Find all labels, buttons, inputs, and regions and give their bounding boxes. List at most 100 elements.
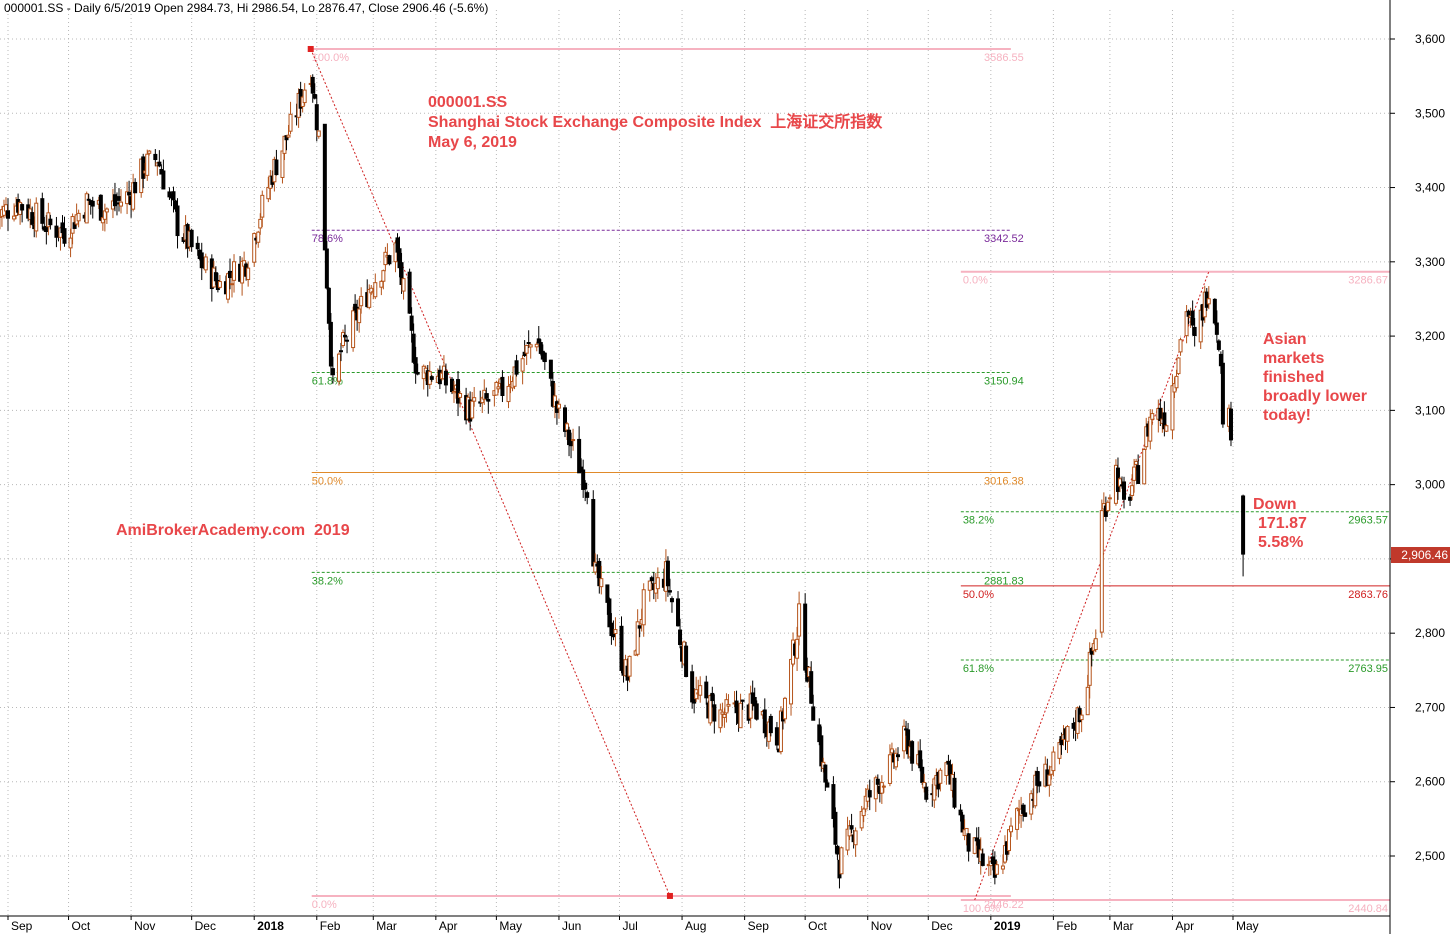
candle-body [1144, 426, 1149, 448]
candle-body [1150, 413, 1155, 420]
candle-body [413, 357, 418, 374]
candle-body [1023, 812, 1028, 817]
candle-body [147, 150, 152, 154]
candle-body [1103, 505, 1108, 517]
x-tick-label: 2019 [994, 919, 1021, 933]
candle-body [825, 782, 830, 788]
candle-body [861, 808, 866, 817]
candle-body [738, 702, 743, 729]
candle-body [167, 191, 172, 198]
candle-body [256, 231, 261, 243]
candle-layer [0, 74, 1246, 889]
fib-level-pct: 61.8% [312, 376, 343, 388]
candle-body [698, 685, 703, 696]
candle-body [534, 343, 539, 348]
x-tick-label: Jul [622, 919, 637, 933]
x-tick-label: May [499, 919, 522, 933]
down-percent: 5.58% [1258, 534, 1304, 551]
x-tick-label: Apr [439, 919, 458, 933]
candle-body [161, 170, 166, 190]
candle-body [980, 853, 985, 866]
candle-body [607, 598, 612, 628]
candle-body [1162, 412, 1167, 430]
candle-body [609, 622, 614, 637]
candle-body [302, 89, 307, 104]
candle-body [1105, 501, 1110, 512]
candle-body [665, 560, 670, 587]
candle-body [282, 135, 287, 154]
candle-body [127, 192, 132, 196]
candle-body [314, 104, 319, 131]
candle-body [835, 845, 840, 855]
candle-body [889, 748, 894, 754]
x-tick-label: Feb [1056, 919, 1077, 933]
candle-body [944, 762, 949, 777]
candle-body [708, 695, 713, 724]
candle-body [583, 482, 588, 490]
candle-body [958, 809, 963, 816]
candle-body [429, 376, 434, 380]
candle-body [720, 711, 725, 715]
candle-body [338, 350, 343, 353]
candle-body [1218, 353, 1223, 367]
candle-body [863, 795, 868, 810]
candle-body [86, 198, 91, 201]
candle-body [952, 777, 957, 808]
candle-body [526, 342, 531, 345]
candle-body [972, 837, 977, 854]
fib-level-pct: 61.8% [963, 663, 994, 675]
candle-body [1035, 771, 1040, 786]
candle-body [1057, 742, 1062, 759]
fib-level-value: 2446.22 [984, 899, 1024, 911]
candle-body [373, 282, 378, 298]
candle-body [833, 811, 838, 845]
candle-body [831, 784, 836, 819]
candle-body [669, 598, 674, 603]
candle-body [520, 358, 525, 372]
candle-body [795, 638, 800, 659]
candle-body [875, 778, 880, 785]
candle-body [496, 386, 501, 390]
candle-body [1206, 298, 1211, 305]
candle-body [593, 561, 598, 573]
candle-body [849, 825, 854, 830]
candle-body [754, 703, 759, 720]
candle-body [552, 395, 557, 407]
candle-body [157, 161, 162, 167]
candle-body [1085, 686, 1090, 716]
candle-body [1099, 510, 1104, 633]
market-note-line: finished [1263, 369, 1325, 386]
y-tick-label: 3,500 [1415, 106, 1445, 120]
candle-body [258, 218, 263, 229]
candle-body [484, 393, 489, 399]
candle-body [34, 202, 39, 232]
candle-body [1107, 497, 1112, 500]
candle-body [1093, 638, 1098, 651]
candle-body [964, 827, 969, 837]
candle-body [938, 769, 943, 784]
candle-body [994, 864, 999, 875]
candle-body [246, 267, 251, 281]
market-note-line: markets [1263, 350, 1325, 367]
candle-body [153, 153, 158, 161]
x-tick-label: Sep [748, 919, 770, 933]
candle-body [803, 603, 808, 671]
candle-body [641, 589, 646, 626]
candle-body [119, 201, 124, 207]
candle-body [811, 706, 816, 721]
candle-body [1198, 309, 1203, 343]
candle-body [879, 782, 884, 794]
last-candle-body [1241, 495, 1246, 555]
fib-level-value: 3016.38 [984, 475, 1024, 487]
y-tick-label: 2,700 [1415, 700, 1445, 714]
candle-body [1122, 481, 1127, 500]
candle-body [345, 339, 350, 342]
date-label: May 6, 2019 [428, 134, 517, 151]
candle-body [782, 697, 787, 720]
candle-body [893, 752, 898, 768]
candle-body [1164, 425, 1169, 432]
candle-body [867, 790, 872, 798]
candle-body [839, 847, 844, 875]
x-tick-label: 2018 [257, 919, 284, 933]
